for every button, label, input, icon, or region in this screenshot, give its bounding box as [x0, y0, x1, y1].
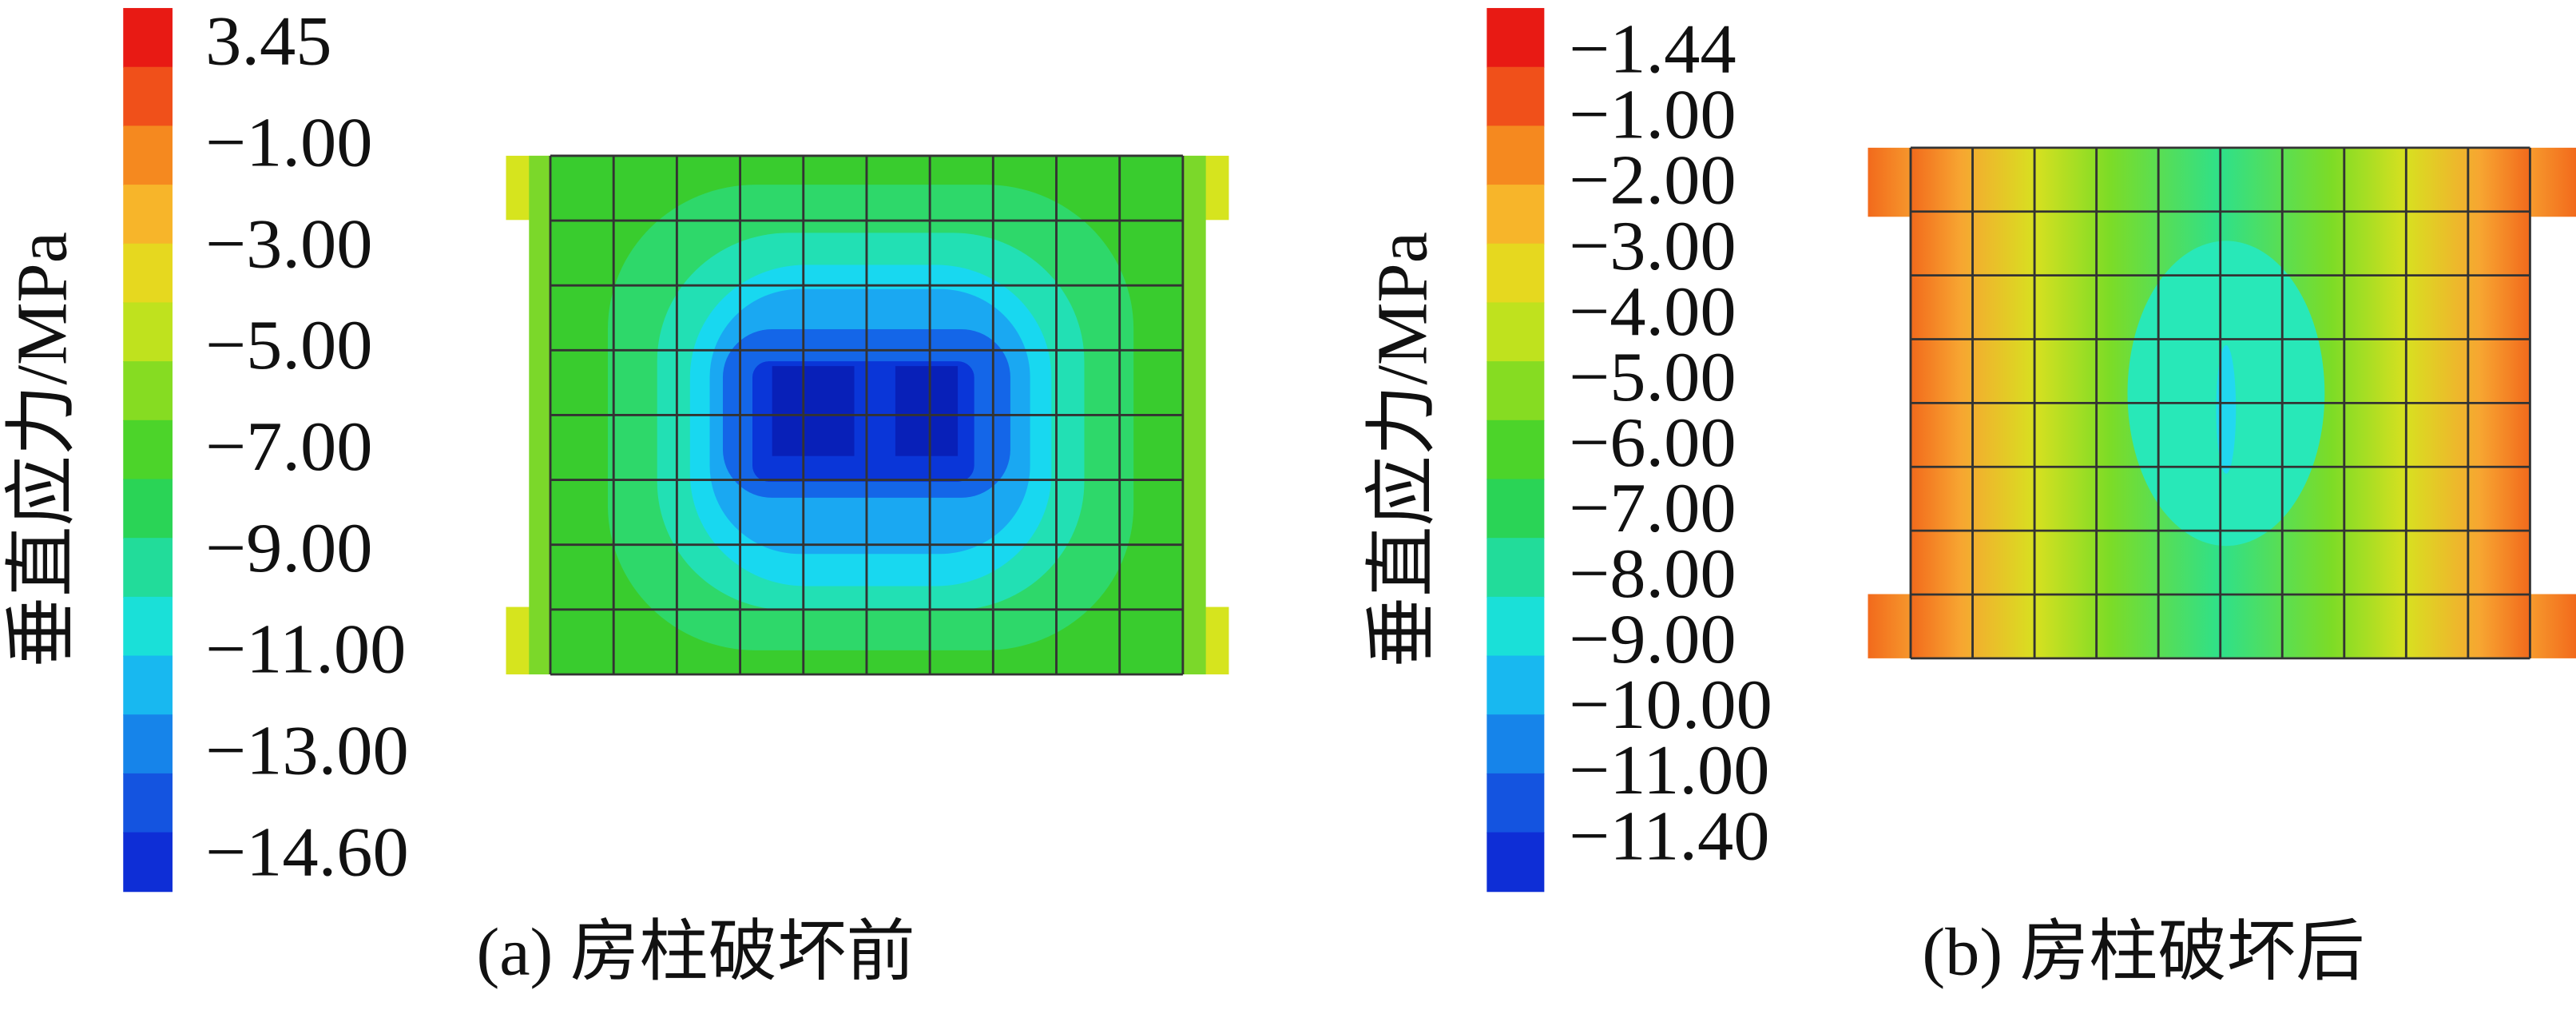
colorbar-label: 垂直应力/MPa — [2, 232, 82, 667]
colorbar-tick-label: −11.00 — [205, 610, 406, 689]
colorbar-band — [1486, 538, 1545, 598]
colorbar-band — [1486, 832, 1545, 893]
colorbar-tick-label: −5.00 — [205, 306, 372, 384]
contour-plot-a — [506, 154, 1229, 676]
colorbar-band — [123, 66, 173, 127]
colorbar-tick-label: −4.00 — [1569, 272, 1736, 351]
colorbar-band — [1486, 596, 1545, 657]
colorbar-tick-label: −1.44 — [1569, 10, 1736, 89]
colorbar-band — [123, 302, 173, 363]
colorbar-band — [123, 125, 173, 186]
colorbar-tick-label: −3.00 — [205, 205, 372, 283]
colorbar-band — [1486, 302, 1545, 363]
colorbar-tick-label: −8.00 — [1569, 535, 1736, 613]
colorbar-tick-label: −11.40 — [1569, 797, 1769, 875]
colorbar-tick-label: −9.00 — [1569, 600, 1736, 678]
colorbar-band — [123, 714, 173, 774]
colorbar-band — [123, 832, 173, 893]
colorbar-tick-label: −7.00 — [1569, 469, 1736, 547]
colorbar-tick-label: −3.00 — [1569, 207, 1736, 285]
colorbar-band — [123, 420, 173, 480]
colorbar-tick-label: −2.00 — [1569, 141, 1736, 220]
colorbar-band — [1486, 655, 1545, 716]
colorbar-band — [1486, 479, 1545, 539]
colorbar-band — [123, 8, 173, 68]
colorbar-band — [123, 538, 173, 598]
colorbar-tick-label: −5.00 — [1569, 338, 1736, 416]
colorbar-tick-label: 3.45 — [205, 2, 331, 80]
colorbar-band — [123, 361, 173, 421]
colorbar-band — [123, 773, 173, 833]
colorbar-band — [1486, 773, 1545, 833]
colorbar-tick-label: −9.00 — [205, 509, 372, 587]
colorbar-band — [123, 655, 173, 716]
colorbar-tick-label: −1.00 — [205, 103, 372, 181]
colorbar-tick-label: −11.00 — [1569, 731, 1769, 809]
colorbar-tick-label: −7.00 — [205, 408, 372, 486]
colorbar-band — [1486, 714, 1545, 774]
colorbar-band — [1486, 8, 1545, 68]
colorbar-band — [123, 479, 173, 539]
caption: (b) 房柱破坏后 — [1922, 916, 2364, 990]
colorbar-tick-label: −6.00 — [1569, 404, 1736, 482]
colorbar-label: 垂直应力/MPa — [1363, 232, 1443, 667]
contour-plot-b — [1868, 146, 2576, 660]
colorbar-band — [1486, 420, 1545, 480]
colorbar-band — [1486, 243, 1545, 304]
colorbar-band — [123, 243, 173, 304]
colorbar-band — [123, 185, 173, 245]
colorbar-band — [1486, 125, 1545, 186]
colorbar-band — [1486, 185, 1545, 245]
colorbar-tick-label: −13.00 — [205, 711, 409, 789]
colorbar-tick-label: −10.00 — [1569, 666, 1772, 744]
colorbar-tick-label: −1.00 — [1569, 76, 1736, 154]
colorbar-band — [1486, 66, 1545, 127]
colorbar-band — [123, 596, 173, 657]
colorbar-band — [1486, 361, 1545, 421]
colorbar-tick-label: −14.60 — [205, 813, 409, 891]
caption: (a) 房柱破坏前 — [476, 916, 915, 990]
